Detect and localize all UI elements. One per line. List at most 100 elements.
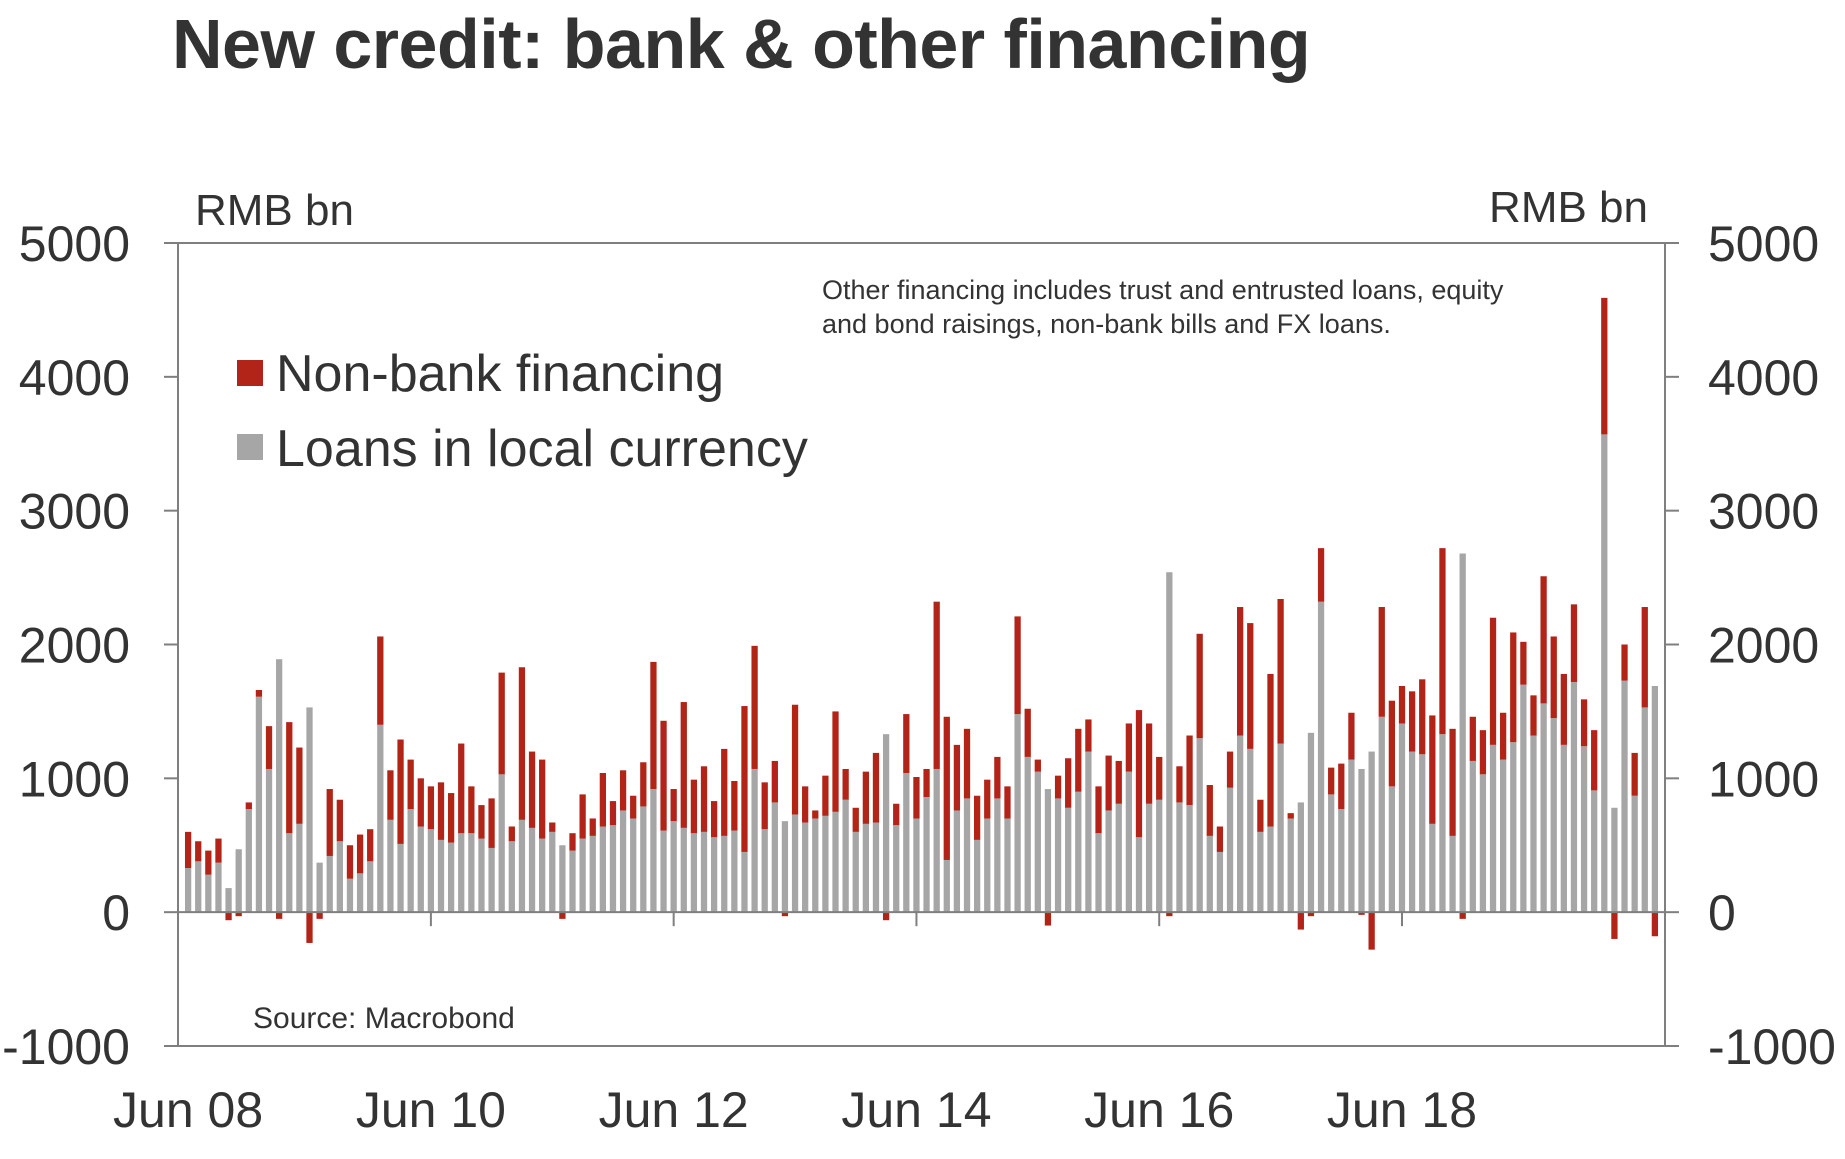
bar-loans <box>832 811 839 913</box>
bar-loans <box>1510 742 1517 913</box>
bar-loans <box>619 810 627 913</box>
bar-loans <box>812 818 819 913</box>
y-unit-right: RMB bn <box>1489 183 1648 232</box>
bar-nonbank <box>619 770 627 811</box>
y-tick-label-left: 0 <box>102 885 130 941</box>
bar-loans <box>1631 795 1638 913</box>
y-tick-label-right: 0 <box>1708 885 1736 941</box>
bar-nonbank <box>387 770 394 820</box>
bar-loans <box>1570 681 1578 913</box>
bar-nonbank <box>407 759 414 810</box>
bar-nonbank <box>1004 786 1011 819</box>
bar-nonbank <box>1216 826 1224 852</box>
bar-loans <box>1115 803 1122 913</box>
bar-nonbank <box>1024 708 1031 757</box>
bar-loans <box>731 830 738 913</box>
bar-nonbank <box>761 782 768 830</box>
bar-nonbank <box>670 789 677 822</box>
bar-loans <box>377 724 384 913</box>
bar-nonbank <box>791 704 799 815</box>
bar-nonbank <box>1449 728 1456 836</box>
bar-nonbank <box>215 838 222 863</box>
bar-loans <box>1024 756 1031 913</box>
y-tick-label-left: 2000 <box>19 618 130 674</box>
bar-loans <box>407 809 414 913</box>
bar-loans <box>1095 833 1102 913</box>
y-tick-label-right: 3000 <box>1708 484 1819 540</box>
bar-loans <box>1651 685 1659 913</box>
bar-nonbank <box>336 799 343 842</box>
bar-nonbank <box>488 798 495 848</box>
y-unit-left: RMB bn <box>195 186 354 235</box>
bar-loans <box>721 835 728 913</box>
bar-loans <box>761 829 768 913</box>
bar-loans <box>640 806 647 913</box>
legend-swatch-loans <box>237 434 263 460</box>
bar-loans <box>1075 791 1082 913</box>
bar-nonbank <box>599 772 606 827</box>
bar-nonbank <box>771 760 778 803</box>
bar-nonbank <box>1368 912 1375 950</box>
bar-loans <box>245 809 252 913</box>
bar-loans <box>1156 799 1163 913</box>
bar-nonbank <box>680 702 687 828</box>
bar-loans <box>1408 751 1416 913</box>
bars-layer <box>184 297 1659 950</box>
bar-loans <box>690 833 698 913</box>
bar-nonbank <box>1206 785 1213 836</box>
bar-loans <box>1550 718 1557 913</box>
bar-loans <box>417 826 424 913</box>
bar-loans <box>933 768 940 913</box>
bar-loans <box>579 838 586 913</box>
bar-nonbank <box>508 826 515 842</box>
bar-loans <box>549 831 556 913</box>
bar-nonbank <box>427 786 435 830</box>
bar-nonbank <box>1591 730 1598 791</box>
bar-nonbank <box>1358 912 1365 915</box>
legend-label-nonbank: Non-bank financing <box>276 345 724 403</box>
bar-loans <box>923 797 930 913</box>
bar-loans <box>286 833 293 913</box>
bar-nonbank <box>751 645 758 769</box>
bar-nonbank <box>1226 751 1234 788</box>
bar-nonbank <box>1105 755 1112 811</box>
bar-loans <box>963 798 971 913</box>
bar-loans <box>1500 759 1507 913</box>
bar-loans <box>1186 805 1193 913</box>
bar-loans <box>346 878 354 913</box>
bar-nonbank <box>1631 752 1638 796</box>
bar-loans <box>1378 716 1385 913</box>
bar-loans <box>1145 803 1153 913</box>
bar-loans <box>468 833 475 913</box>
bar-nonbank <box>1044 912 1052 926</box>
bar-nonbank <box>1247 623 1254 749</box>
bar-nonbank <box>1075 728 1082 792</box>
bar-nonbank <box>1145 723 1153 804</box>
bar-nonbank <box>225 912 232 921</box>
bar-loans <box>1368 751 1375 913</box>
bar-loans <box>195 861 202 913</box>
bar-loans <box>1328 794 1335 913</box>
bar-nonbank <box>862 771 869 824</box>
x-tick-label: Jun 14 <box>841 1082 991 1138</box>
bar-loans <box>265 768 273 913</box>
bar-nonbank <box>1277 599 1284 744</box>
bar-nonbank <box>1317 548 1325 602</box>
bar-nonbank <box>539 759 546 839</box>
x-tick-label: Jun 12 <box>599 1082 749 1138</box>
bar-loans <box>1135 837 1143 913</box>
bar-loans <box>559 845 566 913</box>
bar-loans <box>893 825 900 913</box>
bar-loans <box>1429 823 1436 913</box>
bar-nonbank <box>1510 632 1517 743</box>
x-tick-label: Jun 10 <box>356 1082 506 1138</box>
bar-loans <box>1277 743 1284 913</box>
bar-loans <box>1257 831 1264 913</box>
y-tick-label-left: 1000 <box>19 751 130 807</box>
bar-loans <box>427 829 435 913</box>
bar-loans <box>1419 754 1426 913</box>
bar-loans <box>1489 744 1497 913</box>
bar-loans <box>498 774 505 913</box>
bar-nonbank <box>316 912 323 919</box>
bar-nonbank <box>1307 912 1315 917</box>
